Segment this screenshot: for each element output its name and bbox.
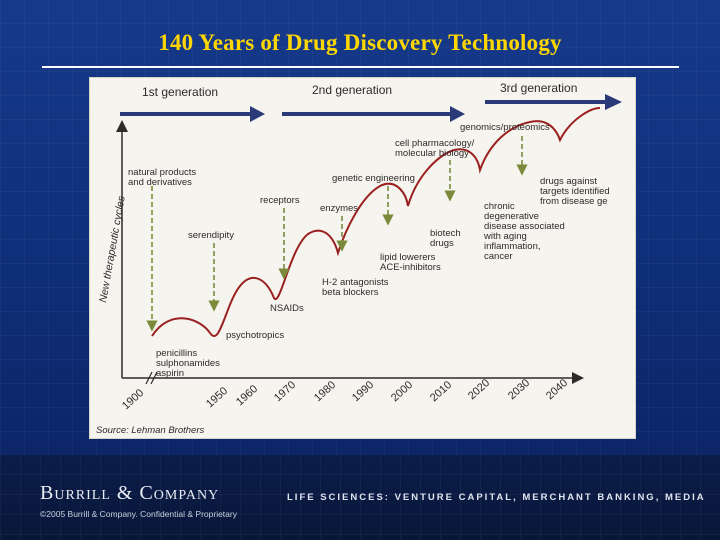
x-tick: 2040	[544, 377, 570, 402]
tech-label: cell pharmacology/ molecular biology	[395, 138, 477, 159]
technology-arrows	[146, 136, 528, 332]
diagram-svg: 1st generation 2nd generation 3rd genera…	[96, 81, 622, 436]
drug-label: penicillins sulphonamides aspirin	[156, 348, 223, 379]
generation-label-3: 3rd generation	[500, 81, 577, 95]
company-logo-text: Burrill & Company	[40, 482, 220, 504]
drug-label: chronic degenerative disease associated …	[483, 201, 567, 262]
axis-break-1	[145, 371, 153, 385]
drug-label: lipid lowerers ACE-inhibitors	[380, 252, 441, 273]
generation-label-2: 2nd generation	[312, 83, 392, 97]
x-tick: 2020	[466, 377, 492, 402]
slide-title: 140 Years of Drug Discovery Technology	[158, 30, 562, 55]
source-credit: Source: Lehman Brothers	[96, 425, 205, 436]
x-tick: 1970	[272, 379, 298, 404]
x-axis-ticks: 1900 1950 1960 1970 1980 1990 2000 2010 …	[120, 377, 570, 412]
title-underline	[42, 66, 679, 68]
generation-arrow-2	[282, 106, 465, 122]
tech-label: genetic engineering	[332, 173, 415, 184]
generation-arrow-1	[120, 106, 265, 122]
technology-labels: natural products and derivatives serendi…	[128, 122, 550, 241]
tech-label: serendipity	[188, 230, 234, 241]
x-tick: 1900	[120, 387, 146, 412]
generation-arrow-3	[485, 94, 622, 110]
drug-label: psychotropics	[226, 330, 284, 341]
x-tick: 2000	[389, 379, 415, 404]
tech-label: genomics/proteomics	[460, 122, 550, 133]
x-tick: 1980	[312, 379, 338, 404]
generation-arrows: 1st generation 2nd generation 3rd genera…	[120, 81, 622, 122]
generation-label-1: 1st generation	[142, 85, 218, 99]
footer-bar	[0, 455, 720, 540]
x-tick: 2010	[428, 379, 454, 404]
tech-label: receptors	[260, 195, 300, 206]
therapeutic-cycle-curve	[151, 107, 601, 337]
drug-label: NSAIDs	[270, 303, 304, 314]
drug-label: H-2 antagonists beta blockers	[322, 277, 391, 298]
y-axis-label: New therapeutic cycles	[97, 194, 128, 303]
x-tick: 1950	[204, 385, 230, 410]
drug-label: biotech drugs	[430, 228, 463, 249]
x-tick: 1960	[234, 383, 260, 408]
x-tick: 1990	[350, 379, 376, 404]
footer-copyright: ©2005 Burrill & Company. Confidential & …	[40, 509, 237, 519]
x-tick: 2030	[506, 377, 532, 402]
tech-label: natural products and derivatives	[128, 167, 199, 188]
footer-tagline: LIFE SCIENCES: VENTURE CAPITAL, MERCHANT…	[287, 492, 706, 503]
drug-class-labels: penicillins sulphonamides aspirin psycho…	[156, 176, 612, 379]
axis-break-2	[150, 371, 158, 385]
drug-discovery-diagram: 1st generation 2nd generation 3rd genera…	[90, 78, 635, 438]
tech-label: enzymes	[320, 203, 358, 214]
drug-label: drugs against targets identified from di…	[540, 176, 612, 207]
